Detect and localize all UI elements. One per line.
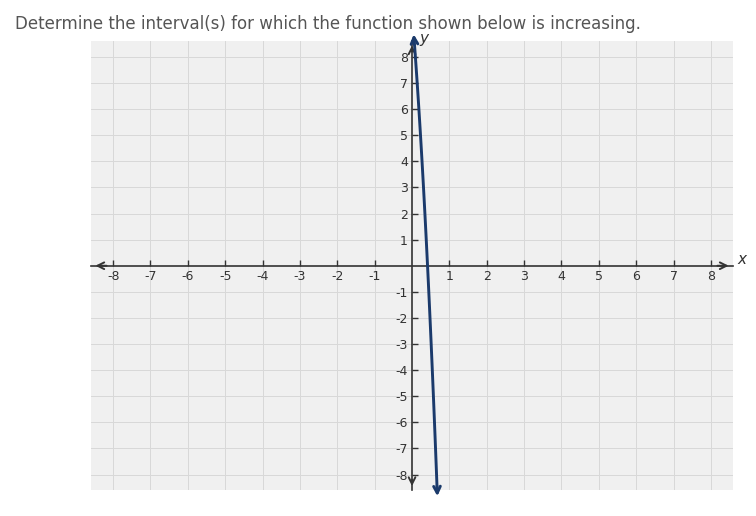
Text: y: y bbox=[420, 31, 429, 46]
Text: x: x bbox=[737, 252, 746, 267]
Text: Determine the interval(s) for which the function shown below is increasing.: Determine the interval(s) for which the … bbox=[15, 15, 641, 34]
